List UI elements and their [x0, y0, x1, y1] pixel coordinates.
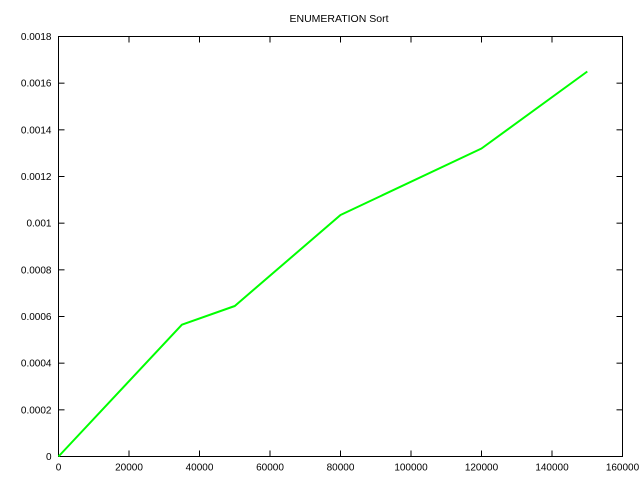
x-tick-label: 160000 — [606, 463, 640, 474]
series-layer — [57, 70, 588, 458]
x-tick-label: 40000 — [186, 463, 214, 474]
x-tick-label: 100000 — [394, 463, 428, 474]
x-axis: 0 20000 40000 60000 80000 100000 120000 140000 1… — [56, 36, 640, 474]
series-line — [57, 70, 588, 458]
x-tick-label: 60000 — [256, 463, 284, 474]
y-tick-label: 0.0014 — [21, 125, 52, 136]
y-tick-label: 0.0002 — [21, 405, 52, 416]
y-tick-label: 0.0012 — [21, 172, 52, 183]
y-tick-label: 0.001 — [26, 219, 51, 230]
chart-title: ENUMERATION Sort — [290, 13, 389, 25]
plot-frame — [58, 36, 623, 457]
y-tick-label: 0.0008 — [21, 265, 52, 276]
y-axis: 0 0.0002 0.0004 0.0006 0.0008 0.001 0.0012 0.00… — [21, 32, 623, 463]
x-tick-label: 80000 — [327, 463, 355, 474]
x-tick-label: 0 — [56, 463, 62, 474]
y-tick-label: 0.0018 — [21, 32, 52, 43]
y-tick-label: 0.0006 — [21, 312, 52, 323]
y-tick-label: 0.0016 — [21, 79, 52, 90]
y-tick-label: 0.0004 — [21, 359, 52, 370]
x-tick-label: 140000 — [535, 463, 569, 474]
x-tick-label: 20000 — [115, 463, 143, 474]
x-tick-label: 120000 — [465, 463, 499, 474]
y-tick-label: 0 — [46, 452, 52, 463]
